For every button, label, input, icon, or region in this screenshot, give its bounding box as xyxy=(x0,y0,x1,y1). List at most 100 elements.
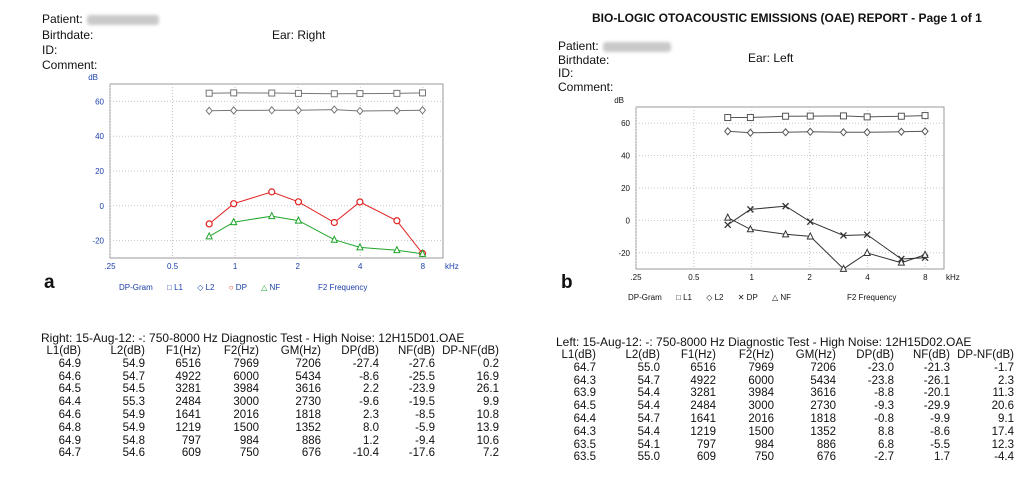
table-cell: 1352 xyxy=(295,421,321,434)
table-cell: 64.4 xyxy=(58,396,81,409)
table-cell: 797 xyxy=(696,438,716,451)
table-cell: 64.5 xyxy=(573,400,596,413)
table-cell: 9.9 xyxy=(483,396,499,409)
test-line-b: Left: 15-Aug-12: -: 750-8000 Hz Diagnost… xyxy=(556,335,972,349)
panel-b: BIO-LOGIC OTOACOUSTIC EMISSIONS (OAE) RE… xyxy=(511,0,1022,492)
column-header: DP-NF(dB) xyxy=(442,345,499,357)
data-point-l2 xyxy=(393,106,401,115)
table-cell: 6000 xyxy=(233,370,259,383)
table-cell: 63.5 xyxy=(573,451,596,464)
x-tick-label: 2 xyxy=(295,262,300,271)
table-cell: 7206 xyxy=(810,361,836,374)
table-cell: 55.3 xyxy=(122,396,145,409)
dp-gram-chart-a: -20 0 20 40 60 .25 0.5 1 2 4 8 dB kHz xyxy=(88,73,459,271)
data-point-l1 xyxy=(393,89,401,97)
data-point-l2 xyxy=(781,128,790,137)
table-cell: 16.9 xyxy=(476,370,499,383)
column-header: L1(dB) xyxy=(561,349,596,361)
data-point-l1 xyxy=(863,113,871,121)
data-point-dp xyxy=(806,218,814,226)
table-cell: 12.3 xyxy=(991,438,1014,451)
data-point-l1 xyxy=(921,112,929,120)
table-cell: 1219 xyxy=(175,421,201,434)
table-cell: 54.7 xyxy=(637,374,660,387)
patient-name-redacted xyxy=(602,41,671,52)
table-row: 63.5 54.1 797 984 886 6.8 -5.5 12.3 xyxy=(556,439,1014,452)
data-point-dp xyxy=(230,200,238,208)
data-point-nf xyxy=(294,215,303,224)
data-point-l1 xyxy=(294,89,302,97)
table-cell: 8.0 xyxy=(363,421,379,434)
column-header: L2(dB) xyxy=(110,345,145,357)
table-cell: 9.1 xyxy=(998,412,1014,425)
patient-row: Patient: xyxy=(42,12,159,26)
y-tick-label: -20 xyxy=(92,237,104,246)
data-point-l2 xyxy=(330,105,338,114)
data-point-dp xyxy=(724,221,732,229)
data-point-l1 xyxy=(897,112,905,120)
f2-frequency-label: F2 Frequency xyxy=(318,283,368,292)
table-header-row: L1(dB) L2(dB) F1(Hz) F2(Hz) GM(Hz) DP(dB) NF(d… xyxy=(41,345,499,358)
x-tick-label: 1 xyxy=(233,262,238,271)
table-cell: 8.8 xyxy=(878,425,894,438)
table-row: 63.9 54.4 3281 3984 3616 -8.8 -20.1 11.3 xyxy=(556,387,1014,400)
data-point-l2 xyxy=(746,128,755,138)
table-cell: 64.7 xyxy=(573,361,596,374)
table-row: 64.3 54.4 1219 1500 1352 8.8 -8.6 17.4 xyxy=(556,426,1014,439)
table-cell: 4922 xyxy=(690,374,716,387)
table-cell: 3616 xyxy=(810,387,836,400)
column-header: F2(Hz) xyxy=(738,349,774,361)
table-cell: 64.3 xyxy=(573,425,596,438)
table-cell: 1219 xyxy=(690,425,716,438)
data-point-l1 xyxy=(356,90,364,98)
x-tick-label: 2 xyxy=(807,273,812,282)
table-row: 63.5 55.0 609 750 676 -2.7 1.7 -4.4 xyxy=(556,451,1014,464)
table-row: 64.9 54.8 797 984 886 1.2 -9.4 10.6 xyxy=(41,435,499,448)
table-cell: 64.6 xyxy=(58,370,81,383)
legend-row-a: DP-Gram □ L1 ◇ L2 ○ DP △ NF xyxy=(119,283,292,292)
triangle-marker-icon: △ xyxy=(772,293,781,302)
x-tick-label: 8 xyxy=(421,262,426,271)
column-header: NF(dB) xyxy=(912,349,950,361)
birthdate-label: Birthdate: xyxy=(42,28,94,42)
series-line-dp xyxy=(208,191,423,254)
square-marker-icon: □ xyxy=(676,293,684,302)
table-cell: 54.6 xyxy=(122,447,145,460)
table-cell: 0.2 xyxy=(483,357,499,370)
table-cell: 2016 xyxy=(233,408,259,421)
table-cell: -8.6 xyxy=(930,425,950,438)
x-tick-label: .25 xyxy=(104,262,116,271)
diamond-marker-icon: ◇ xyxy=(197,283,206,292)
x-tick-label: 8 xyxy=(923,273,928,282)
legend-nf: △ NF xyxy=(261,283,281,292)
x-tick-label: 0.5 xyxy=(167,262,179,271)
table-cell: 1641 xyxy=(175,408,201,421)
data-point-l2 xyxy=(897,127,906,137)
legend-l2: ◇ L2 xyxy=(197,283,215,292)
table-cell: 7969 xyxy=(233,357,259,370)
table-cell: 54.4 xyxy=(637,400,660,413)
y-tick-label: 0 xyxy=(626,216,631,225)
table-cell: 55.0 xyxy=(637,451,660,464)
table-row: 64.6 54.7 4922 6000 5434 -8.6 -25.5 16.9 xyxy=(41,371,499,384)
table-row: 64.3 54.7 4922 6000 5434 -23.8 -26.1 2.3 xyxy=(556,375,1014,388)
data-point-nf xyxy=(330,235,339,243)
panel-letter-a: a xyxy=(44,272,55,293)
legend-l1: □ L1 xyxy=(676,293,692,302)
table-cell: -23.8 xyxy=(867,374,894,387)
results-table-b: L1(dB) L2(dB) F1(Hz) F2(Hz) GM(Hz) DP(dB) NF(d… xyxy=(556,349,1014,464)
table-cell: 10.6 xyxy=(476,434,499,447)
data-point-l2 xyxy=(418,106,427,115)
data-point-nf xyxy=(229,217,238,226)
table-cell: -29.9 xyxy=(923,400,950,413)
table-cell: 1641 xyxy=(690,412,716,425)
table-row: 64.4 54.7 1641 2016 1818 -0.8 -9.9 9.1 xyxy=(556,413,1014,426)
data-point-l1 xyxy=(268,89,276,97)
patient-name-redacted xyxy=(86,14,159,25)
table-cell: 13.9 xyxy=(476,421,499,434)
table-cell: 750 xyxy=(754,451,774,464)
patient-label: Patient: xyxy=(558,39,599,53)
data-point-l1 xyxy=(782,112,790,120)
table-cell: -17.6 xyxy=(408,447,435,460)
table-row: 64.7 54.6 609 750 676 -10.4 -17.6 7.2 xyxy=(41,447,499,460)
